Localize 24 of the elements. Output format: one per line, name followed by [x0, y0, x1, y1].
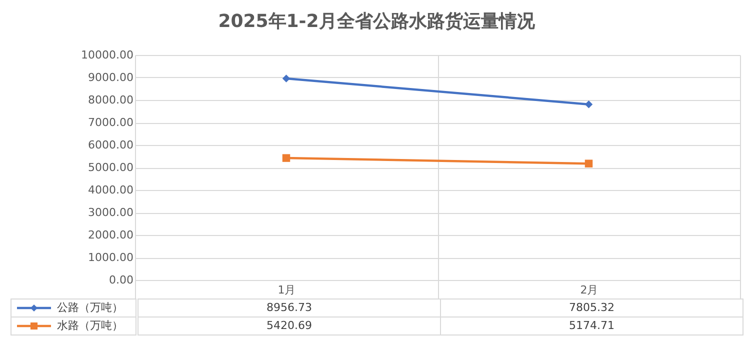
y-tick-label: 6000.00 — [88, 138, 134, 152]
data-label: 5174.71 — [569, 319, 614, 332]
y-tick-label: 2000.00 — [88, 228, 134, 242]
y-tick-label: 8000.00 — [88, 94, 134, 106]
y-tick-label: 4000.00 — [88, 184, 134, 196]
point — [584, 100, 593, 108]
y-tick-label: 10000.00 — [81, 48, 134, 62]
point — [282, 74, 290, 82]
y-tick-label: 1000.00 — [88, 251, 134, 264]
y-tick-label: 7000.00 — [88, 116, 134, 129]
data-label: 8956.73 — [266, 301, 312, 314]
y-tick-label: 5000.00 — [88, 161, 134, 174]
legend-label: 水路（万吨） — [57, 319, 123, 332]
y-tick-label: 9000.00 — [88, 71, 134, 84]
y-tick-label: 3000.00 — [88, 206, 134, 219]
y-tick-label: 0.00 — [109, 274, 134, 286]
point — [584, 160, 593, 168]
data-label: 7805.32 — [569, 301, 614, 314]
point — [282, 154, 290, 162]
legend-label: 公路（万吨） — [57, 301, 123, 314]
x-tick-label: 1月 — [278, 284, 296, 296]
data-label: 5420.69 — [266, 319, 312, 332]
chart-title: 2025年1-2月全省公路水路货运量情况 — [218, 11, 536, 32]
x-tick-label: 2月 — [580, 284, 598, 296]
